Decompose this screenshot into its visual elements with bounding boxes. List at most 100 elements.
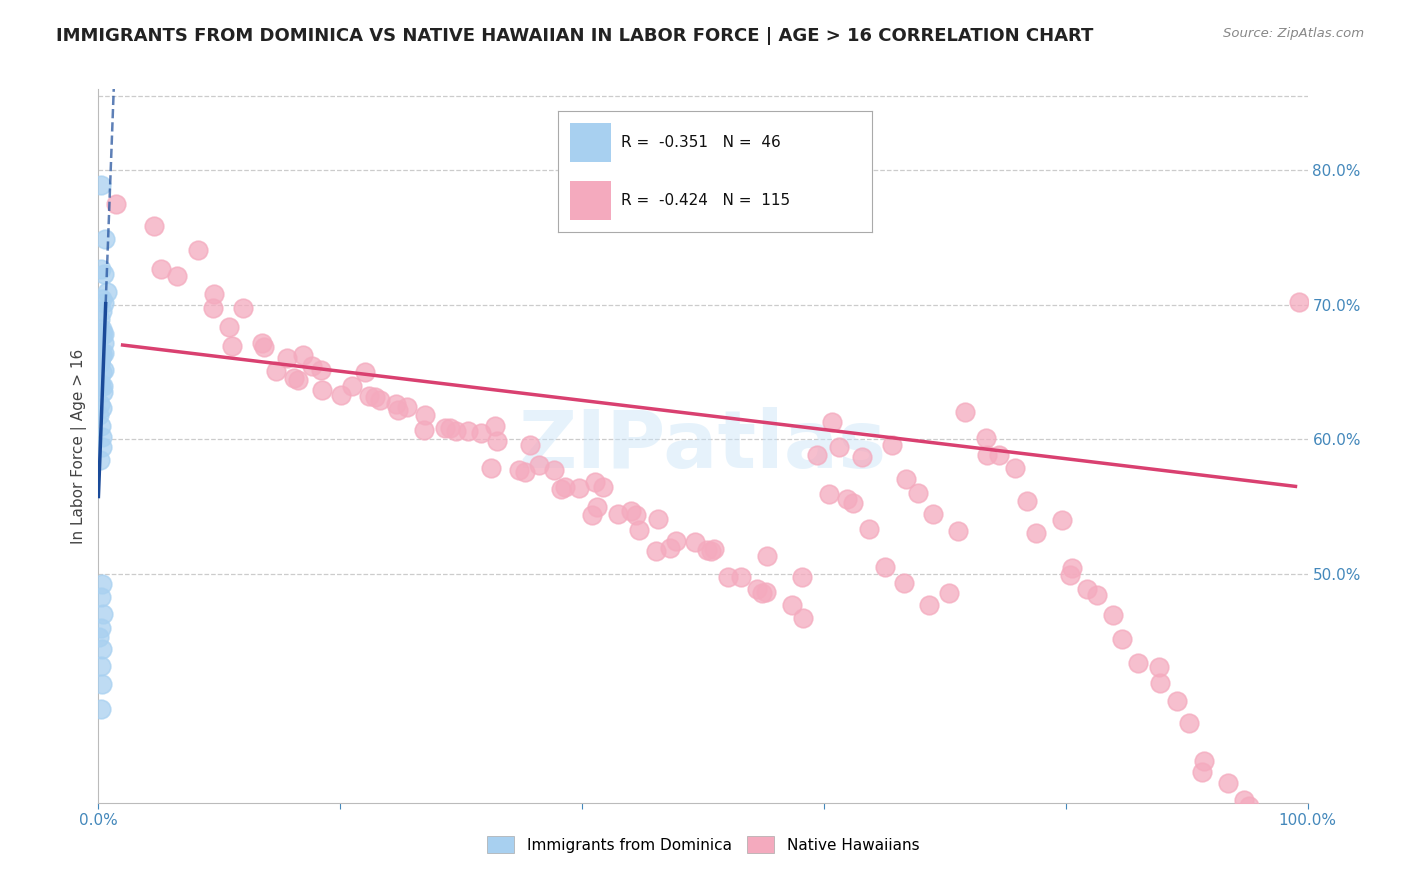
Point [91,292,114,306]
Point [479,461,502,475]
Point [893,575,915,590]
Point [955,405,977,419]
Point [1128,657,1150,671]
Point [1059,567,1081,582]
Point [873,560,896,574]
Point [1050,513,1073,527]
Point [287,373,309,387]
Point [89,356,111,370]
Point [90,351,112,365]
Point [907,486,929,500]
Point [89,347,111,361]
Point [1288,295,1310,310]
Point [105,196,128,211]
Point [187,243,209,257]
Point [792,611,814,625]
Point [628,523,651,537]
Point [91,304,114,318]
Point [91,348,114,362]
Point [250,336,273,351]
Point [1147,660,1170,674]
Point [385,397,408,411]
Point [486,434,509,449]
Point [413,408,436,422]
Point [413,423,436,437]
Point [433,421,456,435]
Point [592,480,614,494]
Point [311,363,333,377]
Point [444,424,467,438]
Point [519,437,541,451]
Point [1004,461,1026,475]
Point [96,285,118,300]
Point [988,448,1011,462]
Point [90,576,112,591]
Point [89,397,111,411]
Point [93,346,115,360]
Point [218,319,240,334]
Point [91,379,114,393]
Point [882,438,904,452]
Point [91,642,114,657]
Point [1216,776,1239,790]
Point [755,584,778,599]
Point [232,301,254,315]
Point [1191,764,1213,779]
Point [1085,588,1108,602]
Point [586,500,609,515]
Point [90,377,112,392]
Point [91,385,114,400]
Point [683,534,706,549]
Point [90,261,112,276]
Point [90,430,112,444]
Point [703,542,725,557]
Point [835,491,858,506]
Point [1062,561,1084,575]
Point [201,301,224,316]
Point [606,507,628,521]
Point [583,475,606,490]
Point [91,607,114,621]
Point [730,570,752,584]
Point [90,327,112,342]
Point [91,365,114,379]
Point [90,702,112,716]
Point [89,631,111,645]
Point [894,472,917,486]
Point [89,658,111,673]
Point [90,590,112,604]
Point [149,261,172,276]
Point [747,582,769,596]
Point [221,339,243,353]
Point [806,448,828,462]
Point [821,415,844,429]
Y-axis label: In Labor Force | Age > 16: In Labor Force | Age > 16 [72,349,87,543]
Point [91,677,114,691]
Point [946,524,969,538]
Point [484,418,506,433]
Point [93,363,115,377]
Point [1025,526,1047,541]
Point [276,351,298,365]
Point [90,418,112,433]
Point [1017,493,1039,508]
Point [508,462,530,476]
Point [264,364,287,378]
Point [457,424,479,438]
Point [439,421,461,435]
Point [301,359,323,373]
Point [1244,834,1267,848]
Point [658,541,681,556]
Point [91,401,114,415]
Point [90,440,112,454]
Point [790,570,813,584]
Point [368,393,391,408]
Point [359,389,381,403]
Point [828,440,851,454]
Point [665,533,688,548]
Point [89,355,111,369]
Point [90,326,112,341]
Point [93,327,115,342]
Point [976,448,998,462]
Point [89,376,111,391]
